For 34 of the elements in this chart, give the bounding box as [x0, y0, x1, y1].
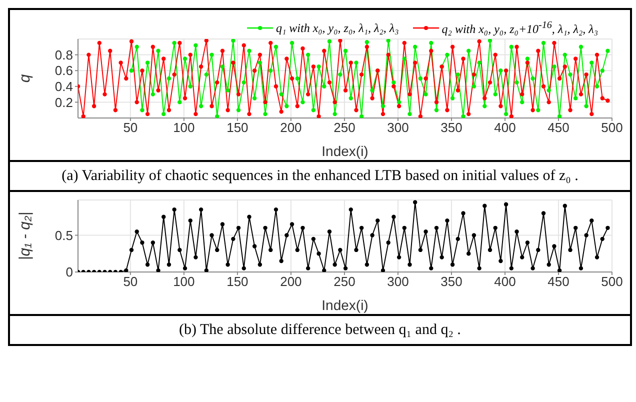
x-tick-label: 300 [387, 274, 409, 290]
x-tick-label: 200 [280, 274, 302, 290]
y-tick-label: 0.4 [54, 79, 73, 94]
x-axis-title: Index(i) [322, 143, 368, 159]
x-tick-label: 50 [123, 120, 138, 136]
x-tick-label: 250 [334, 274, 356, 290]
x-tick-label: 400 [494, 274, 516, 290]
y-axis-title: q [16, 74, 34, 83]
x-tick-label: 300 [387, 120, 409, 136]
x-tick-label: 50 [123, 274, 138, 290]
x-tick-label: 450 [548, 274, 570, 290]
x-tick-label: 200 [280, 120, 302, 136]
x-tick-label: 250 [334, 120, 356, 136]
legend-label: q₁ with x₀, y₀, z₀, λ₁, λ₂, λ₃ [276, 20, 399, 36]
y-tick-label: 0.2 [54, 94, 73, 110]
x-tick-label: 100 [173, 120, 195, 136]
x-tick-label: 150 [226, 120, 248, 136]
legend-label: q₂ with x₀, y₀, z₀+10$^{-16}$, λ₁, λ₂, λ₃ [442, 19, 598, 37]
y-tick-label: 0.5 [54, 228, 73, 243]
text: (a) Variability of chaotic sequences in the enhanced LTB based on initial values of z₀ . [62, 168, 578, 184]
x-tick-label: 350 [440, 274, 462, 290]
y-axis-title: |q₁ - q₂| [16, 212, 34, 260]
text: (b) The absolute difference between q₁ and q₂ . [179, 322, 461, 338]
x-tick-label: 450 [548, 120, 570, 136]
y-tick-label: 0.6 [54, 63, 73, 78]
y-tick-label: 0 [66, 264, 73, 280]
x-tick-label: 400 [494, 120, 516, 136]
x-tick-label: 500 [601, 120, 623, 136]
y-tick-label: 0.8 [54, 47, 73, 62]
x-tick-label: 500 [601, 274, 623, 290]
x-tick-label: 350 [440, 120, 462, 136]
x-tick-label: 150 [226, 274, 248, 290]
x-tick-label: 100 [173, 274, 195, 290]
x-axis-title: Index(i) [322, 297, 368, 313]
